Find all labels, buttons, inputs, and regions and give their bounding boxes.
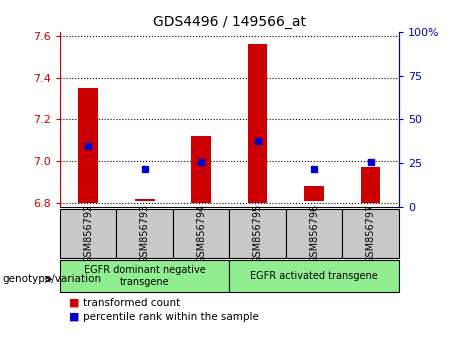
Bar <box>342 209 399 258</box>
Text: GSM856797: GSM856797 <box>366 204 376 263</box>
Bar <box>361 167 380 203</box>
Bar <box>60 209 116 258</box>
Text: GSM856793: GSM856793 <box>140 204 150 263</box>
Text: ■: ■ <box>69 312 80 322</box>
Bar <box>135 199 154 201</box>
Text: GSM856795: GSM856795 <box>253 204 263 263</box>
Text: GSM856794: GSM856794 <box>196 204 206 263</box>
Bar <box>286 209 342 258</box>
Text: EGFR dominant negative
transgene: EGFR dominant negative transgene <box>84 265 206 287</box>
Bar <box>116 209 173 258</box>
Bar <box>78 88 98 203</box>
Bar <box>173 209 229 258</box>
Bar <box>191 136 211 203</box>
Bar <box>248 44 267 203</box>
Bar <box>229 209 286 258</box>
Bar <box>304 186 324 201</box>
Text: EGFR activated transgene: EGFR activated transgene <box>250 271 378 281</box>
Text: transformed count: transformed count <box>83 298 180 308</box>
Text: GSM856792: GSM856792 <box>83 204 93 263</box>
Text: GSM856796: GSM856796 <box>309 204 319 263</box>
Text: ■: ■ <box>69 298 80 308</box>
Title: GDS4496 / 149566_at: GDS4496 / 149566_at <box>153 16 306 29</box>
Bar <box>60 260 229 292</box>
Bar <box>229 260 399 292</box>
Text: percentile rank within the sample: percentile rank within the sample <box>83 312 259 322</box>
Text: genotype/variation: genotype/variation <box>2 274 101 284</box>
